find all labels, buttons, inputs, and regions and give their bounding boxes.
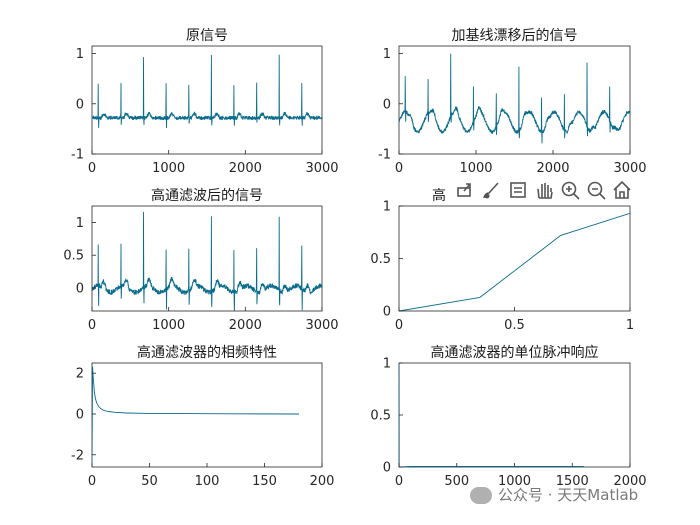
x-tick-label: 0	[88, 474, 96, 489]
subplot-title: 高通滤波器的相频特性	[137, 344, 277, 361]
plot-area	[91, 45, 323, 155]
y-tick-label: 0	[76, 282, 84, 297]
x-tick-label: 0	[395, 318, 403, 333]
y-tick-label: 1	[383, 200, 391, 215]
subplot-3: 0 1000 2000 3000 0 0.5 1 高通滤波后的信号	[63, 187, 338, 333]
subplot-title: 原信号	[186, 28, 228, 44]
subplot-4: 0 0.5 1 0 0.5 1 高	[370, 187, 634, 333]
y-tick-label: 0	[383, 461, 391, 476]
subplot-title: 高通滤波器的单位脉冲响应	[431, 344, 599, 361]
x-tick-label: 500	[444, 474, 469, 489]
x-tick-label: 3000	[305, 318, 338, 333]
export-icon[interactable]	[457, 183, 471, 197]
series-line	[399, 363, 584, 467]
x-tick-label: 3000	[613, 161, 646, 176]
y-tick-label: 0.5	[370, 409, 391, 424]
series-line	[399, 212, 630, 311]
brush-icon[interactable]	[483, 182, 499, 199]
y-tick-label: 0	[383, 97, 391, 112]
subplot-title: 加基线漂移后的信号	[452, 27, 578, 44]
y-tick-label: -1	[71, 148, 84, 163]
series-line	[92, 211, 322, 311]
plot-area	[398, 45, 631, 155]
x-tick-label: 1000	[152, 318, 185, 333]
series-line	[92, 54, 322, 129]
x-tick-label: 1500	[556, 474, 589, 489]
y-tick-label: 0	[76, 407, 84, 422]
y-tick-label: 1	[383, 357, 391, 372]
plot-area	[91, 362, 323, 468]
wechat-logo-icon	[470, 487, 492, 504]
data-tips-icon[interactable]	[510, 182, 526, 198]
x-tick-label: 0	[395, 474, 403, 489]
zoom-out-icon[interactable]	[587, 181, 606, 200]
x-tick-label: 200	[310, 474, 335, 489]
x-tick-label: 0	[88, 318, 96, 333]
y-tick-label: 1	[76, 216, 84, 231]
home-icon[interactable]	[613, 180, 631, 199]
x-tick-label: 1000	[498, 474, 531, 489]
x-tick-label: 0	[88, 161, 96, 176]
x-tick-label: 2000	[229, 318, 262, 333]
subplot-6: 0 500 1000 1500 2000 0 0.5 1 高通滤波器的单位脉冲响应	[370, 344, 646, 489]
x-tick-label: 1	[626, 318, 634, 333]
subplot-title: 高	[432, 187, 446, 204]
x-tick-label: 1000	[459, 161, 492, 176]
x-tick-label: 50	[141, 474, 158, 489]
x-tick-label: 2000	[536, 161, 569, 176]
y-tick-label: 1	[76, 47, 84, 62]
series-line	[399, 53, 630, 144]
y-tick-label: 1	[383, 47, 391, 62]
watermark-text: 公众号 · 天天Matlab	[498, 486, 639, 504]
x-tick-label: 0.5	[504, 318, 525, 333]
subplot-5: 0 50 100 150 200 -2 0 2 高通滤波器的相频特性	[71, 344, 334, 489]
y-tick-label: -2	[71, 448, 84, 463]
y-tick-label: -1	[378, 148, 391, 163]
y-tick-label: 0	[76, 97, 84, 112]
x-tick-label: 2000	[613, 474, 646, 489]
y-tick-label: 0.5	[63, 249, 84, 264]
watermark: 公众号 · 天天Matlab	[470, 484, 638, 505]
zoom-in-icon[interactable]	[561, 181, 580, 200]
plot-area	[91, 205, 323, 312]
y-tick-label: 0	[383, 305, 391, 320]
plot-area	[398, 205, 631, 312]
series-line	[92, 366, 300, 467]
subplot-1: 0 1000 2000 3000 -1 0 1 原信号	[71, 28, 339, 176]
x-tick-label: 150	[252, 474, 277, 489]
x-tick-label: 100	[195, 474, 220, 489]
plot-area	[398, 362, 631, 468]
y-tick-label: 0.5	[370, 252, 391, 267]
subplot-title: 高通滤波后的信号	[151, 187, 263, 204]
axes-toolbar	[457, 180, 631, 200]
x-tick-label: 1000	[152, 161, 185, 176]
subplot-2: 0 1000 2000 3000 -1 0 1 加基线漂移后的信号	[378, 27, 647, 176]
y-tick-label: 2	[76, 367, 84, 382]
x-tick-label: 0	[395, 161, 403, 176]
pan-icon[interactable]	[537, 183, 553, 199]
x-tick-label: 2000	[229, 161, 262, 176]
x-tick-label: 3000	[305, 161, 338, 176]
